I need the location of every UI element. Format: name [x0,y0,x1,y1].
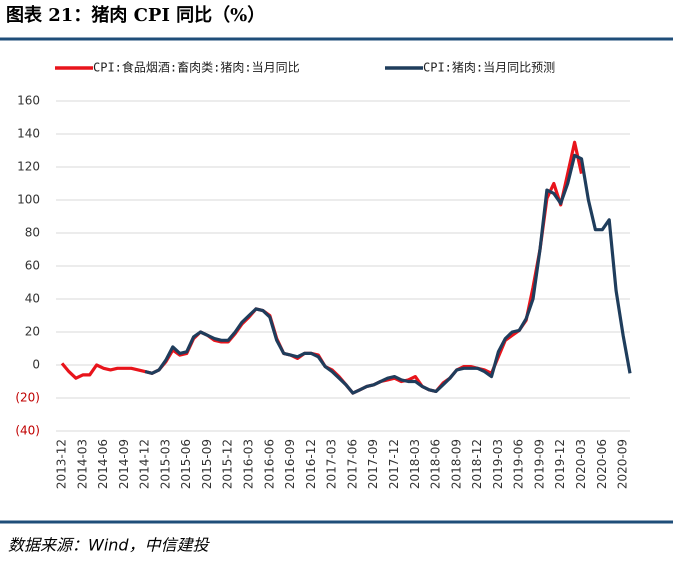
source-note: 数据来源：Wind，中信建投 [8,536,211,555]
x-tick-label: 2020-06 [595,439,609,489]
x-tick-label: 2015-09 [200,439,214,489]
x-tick-label: 2020-09 [616,439,630,489]
x-tick-label: 2017-06 [345,439,359,489]
series-line [144,153,632,395]
series-line [60,140,584,395]
x-tick-label: 2020-03 [574,439,588,489]
y-tick-label: 60 [25,259,40,273]
x-tick-label: 2016-09 [283,439,297,489]
x-tick-label: 2014-06 [96,439,110,489]
x-tick-label: 2017-09 [366,439,380,489]
x-tick-label: 2018-06 [429,439,443,489]
x-tick-label: 2015-06 [179,439,193,489]
x-tick-label: 2019-09 [532,439,546,489]
x-tick-label: 2014-12 [138,439,152,489]
x-tick-label: 2016-06 [262,439,276,489]
y-tick-label: 120 [17,160,40,174]
y-tick-label: 100 [17,193,40,207]
x-tick-label: 2016-03 [242,439,256,489]
x-tick-label: 2018-12 [470,439,484,489]
x-tick-label: 2018-03 [408,439,422,489]
x-tick-label: 2015-03 [158,439,172,489]
y-tick-label: (20) [15,391,40,405]
x-tick-label: 2014-09 [117,439,131,489]
legend-label: CPI:猪肉:当月同比预测 [423,61,555,75]
y-tick-label: 20 [25,325,40,339]
x-tick-label: 2014-03 [75,439,89,489]
x-tick-label: 2013-12 [55,439,69,489]
x-tick-label: 2017-12 [387,439,401,489]
y-tick-label: 80 [25,226,40,240]
x-tick-label: 2019-03 [491,439,505,489]
y-tick-label: 0 [32,358,40,372]
legend-label: CPI:食品烟酒:畜肉类:猪肉:当月同比 [93,60,300,75]
y-tick-label: (40) [15,424,40,438]
y-tick-label: 140 [17,127,40,141]
y-tick-label: 40 [25,292,40,306]
x-tick-label: 2017-03 [325,439,339,489]
x-tick-label: 2015-12 [221,439,235,489]
x-tick-label: 2018-09 [449,439,463,489]
x-tick-label: 2019-12 [553,439,567,489]
chart-title: 图表 21：猪肉 CPI 同比（%） [6,4,265,26]
x-tick-label: 2019-06 [512,439,526,489]
y-tick-label: 160 [17,94,40,108]
x-tick-label: 2016-12 [304,439,318,489]
